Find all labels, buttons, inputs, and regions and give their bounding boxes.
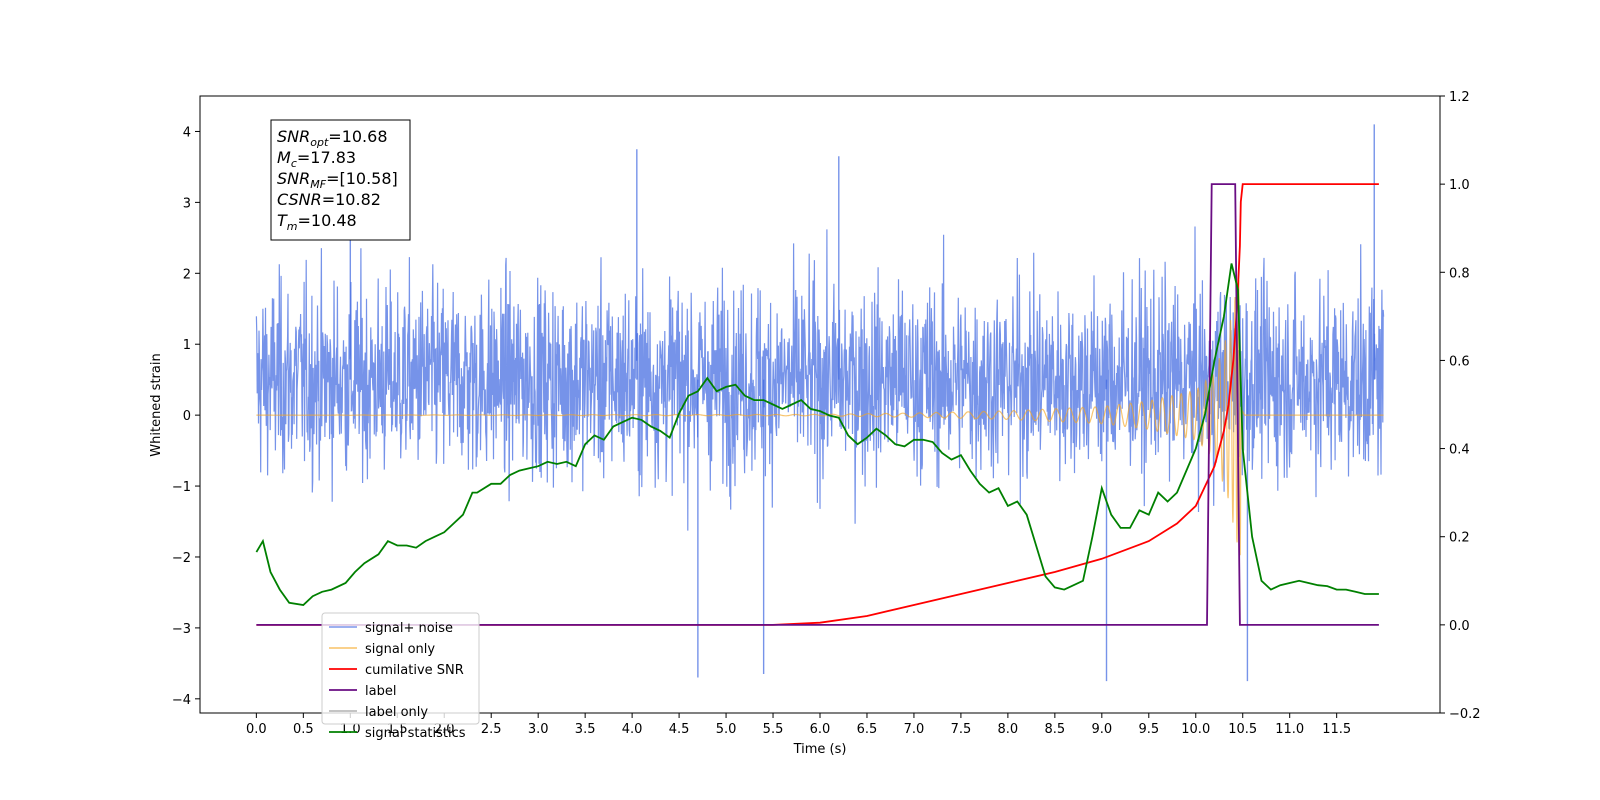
x-tick-label: 3.0 xyxy=(528,722,549,737)
x-tick-label: 7.0 xyxy=(904,722,925,737)
annotation-box: SNRopt=10.68Mc=17.83SNRMF=[10.58]CSNR=10… xyxy=(270,119,411,241)
x-tick-label: 10.0 xyxy=(1181,722,1210,737)
x-tick-label: 1.5 xyxy=(387,722,408,737)
right-axis-series xyxy=(255,183,1379,626)
x-tick-label: 4.0 xyxy=(622,722,643,737)
y2-tick-label: 0.4 xyxy=(1449,443,1470,458)
x-tick-label: 8.0 xyxy=(998,722,1019,737)
x-tick-label: 8.5 xyxy=(1045,722,1066,737)
y-tick-label: 3 xyxy=(183,196,191,211)
noise-series xyxy=(255,124,1385,682)
x-tick-label: 11.5 xyxy=(1322,722,1351,737)
annotation-line: Mc=17.83 xyxy=(277,148,356,170)
annotation-frame xyxy=(270,119,411,241)
y2-tick-label: 1.0 xyxy=(1449,178,1470,193)
y2-tick-label: −0.2 xyxy=(1449,707,1481,722)
y-tick-label: −3 xyxy=(172,622,191,637)
legend-label: cumilative SNR xyxy=(365,663,464,678)
signal-statistics-line xyxy=(255,263,1379,606)
x-tick-label: 7.5 xyxy=(951,722,972,737)
y-axis-right: −0.2 0.0 0.2 0.4 0.6 0.8 1.0 1.2 xyxy=(1440,90,1481,722)
annotation-line: Tm=10.48 xyxy=(277,211,357,233)
x-tick-label: 2.5 xyxy=(481,722,502,737)
legend-label: signal statistics xyxy=(365,726,466,741)
annotation-line: SNRopt=10.68 xyxy=(277,127,388,149)
x-tick-label: 5.0 xyxy=(716,722,737,737)
y2-tick-label: 1.2 xyxy=(1449,90,1470,105)
x-tick-label: 10.5 xyxy=(1228,722,1257,737)
y-tick-label: 2 xyxy=(183,267,191,282)
signal-only-series xyxy=(256,280,1384,556)
cumilative-snr-line xyxy=(256,183,1379,626)
x-tick-label: 4.5 xyxy=(669,722,690,737)
annotation-line: CSNR=10.82 xyxy=(277,190,381,209)
y2-tick-label: 0.6 xyxy=(1449,354,1470,369)
x-tick-label: 2.0 xyxy=(434,722,455,737)
x-axis-label: Time (s) xyxy=(793,742,847,757)
x-tick-label: 0.5 xyxy=(293,722,314,737)
y-tick-label: 4 xyxy=(183,125,191,140)
y-tick-label: −1 xyxy=(172,480,191,495)
legend-label: signal only xyxy=(365,642,435,657)
y-axis-left: −4 −3 −2 −1 0 1 2 3 4 xyxy=(172,125,200,708)
x-tick-label: 1.0 xyxy=(340,722,361,737)
x-tick-label: 6.5 xyxy=(857,722,878,737)
y2-tick-label: 0.8 xyxy=(1449,266,1470,281)
x-tick-label: 5.5 xyxy=(763,722,784,737)
y2-tick-label: 0.2 xyxy=(1449,531,1470,546)
x-tick-label: 0.0 xyxy=(246,722,267,737)
legend-label: label only xyxy=(365,705,428,720)
x-tick-label: 11.0 xyxy=(1275,722,1304,737)
legend: signal+ noise signal only cumilative SNR la… xyxy=(321,612,480,741)
legend-label: signal+ noise xyxy=(365,621,453,636)
noise-line xyxy=(255,226,1385,531)
y-tick-label: −2 xyxy=(172,551,191,566)
annotation-line: SNRMF=[10.58] xyxy=(277,169,398,191)
x-tick-label: 3.5 xyxy=(575,722,596,737)
y-axis-label: Whitened strain xyxy=(149,353,164,456)
legend-label: label xyxy=(365,684,396,699)
label-line xyxy=(256,183,1379,626)
legend-frame xyxy=(321,612,480,725)
x-tick-label: 6.0 xyxy=(810,722,831,737)
x-tick-label: 9.0 xyxy=(1091,722,1112,737)
y-tick-label: 0 xyxy=(183,409,191,424)
y2-tick-label: 0.0 xyxy=(1449,619,1470,634)
x-tick-label: 9.5 xyxy=(1138,722,1159,737)
y-tick-label: −4 xyxy=(172,693,191,708)
signal-only-line xyxy=(256,280,1384,556)
y-tick-label: 1 xyxy=(183,338,191,353)
